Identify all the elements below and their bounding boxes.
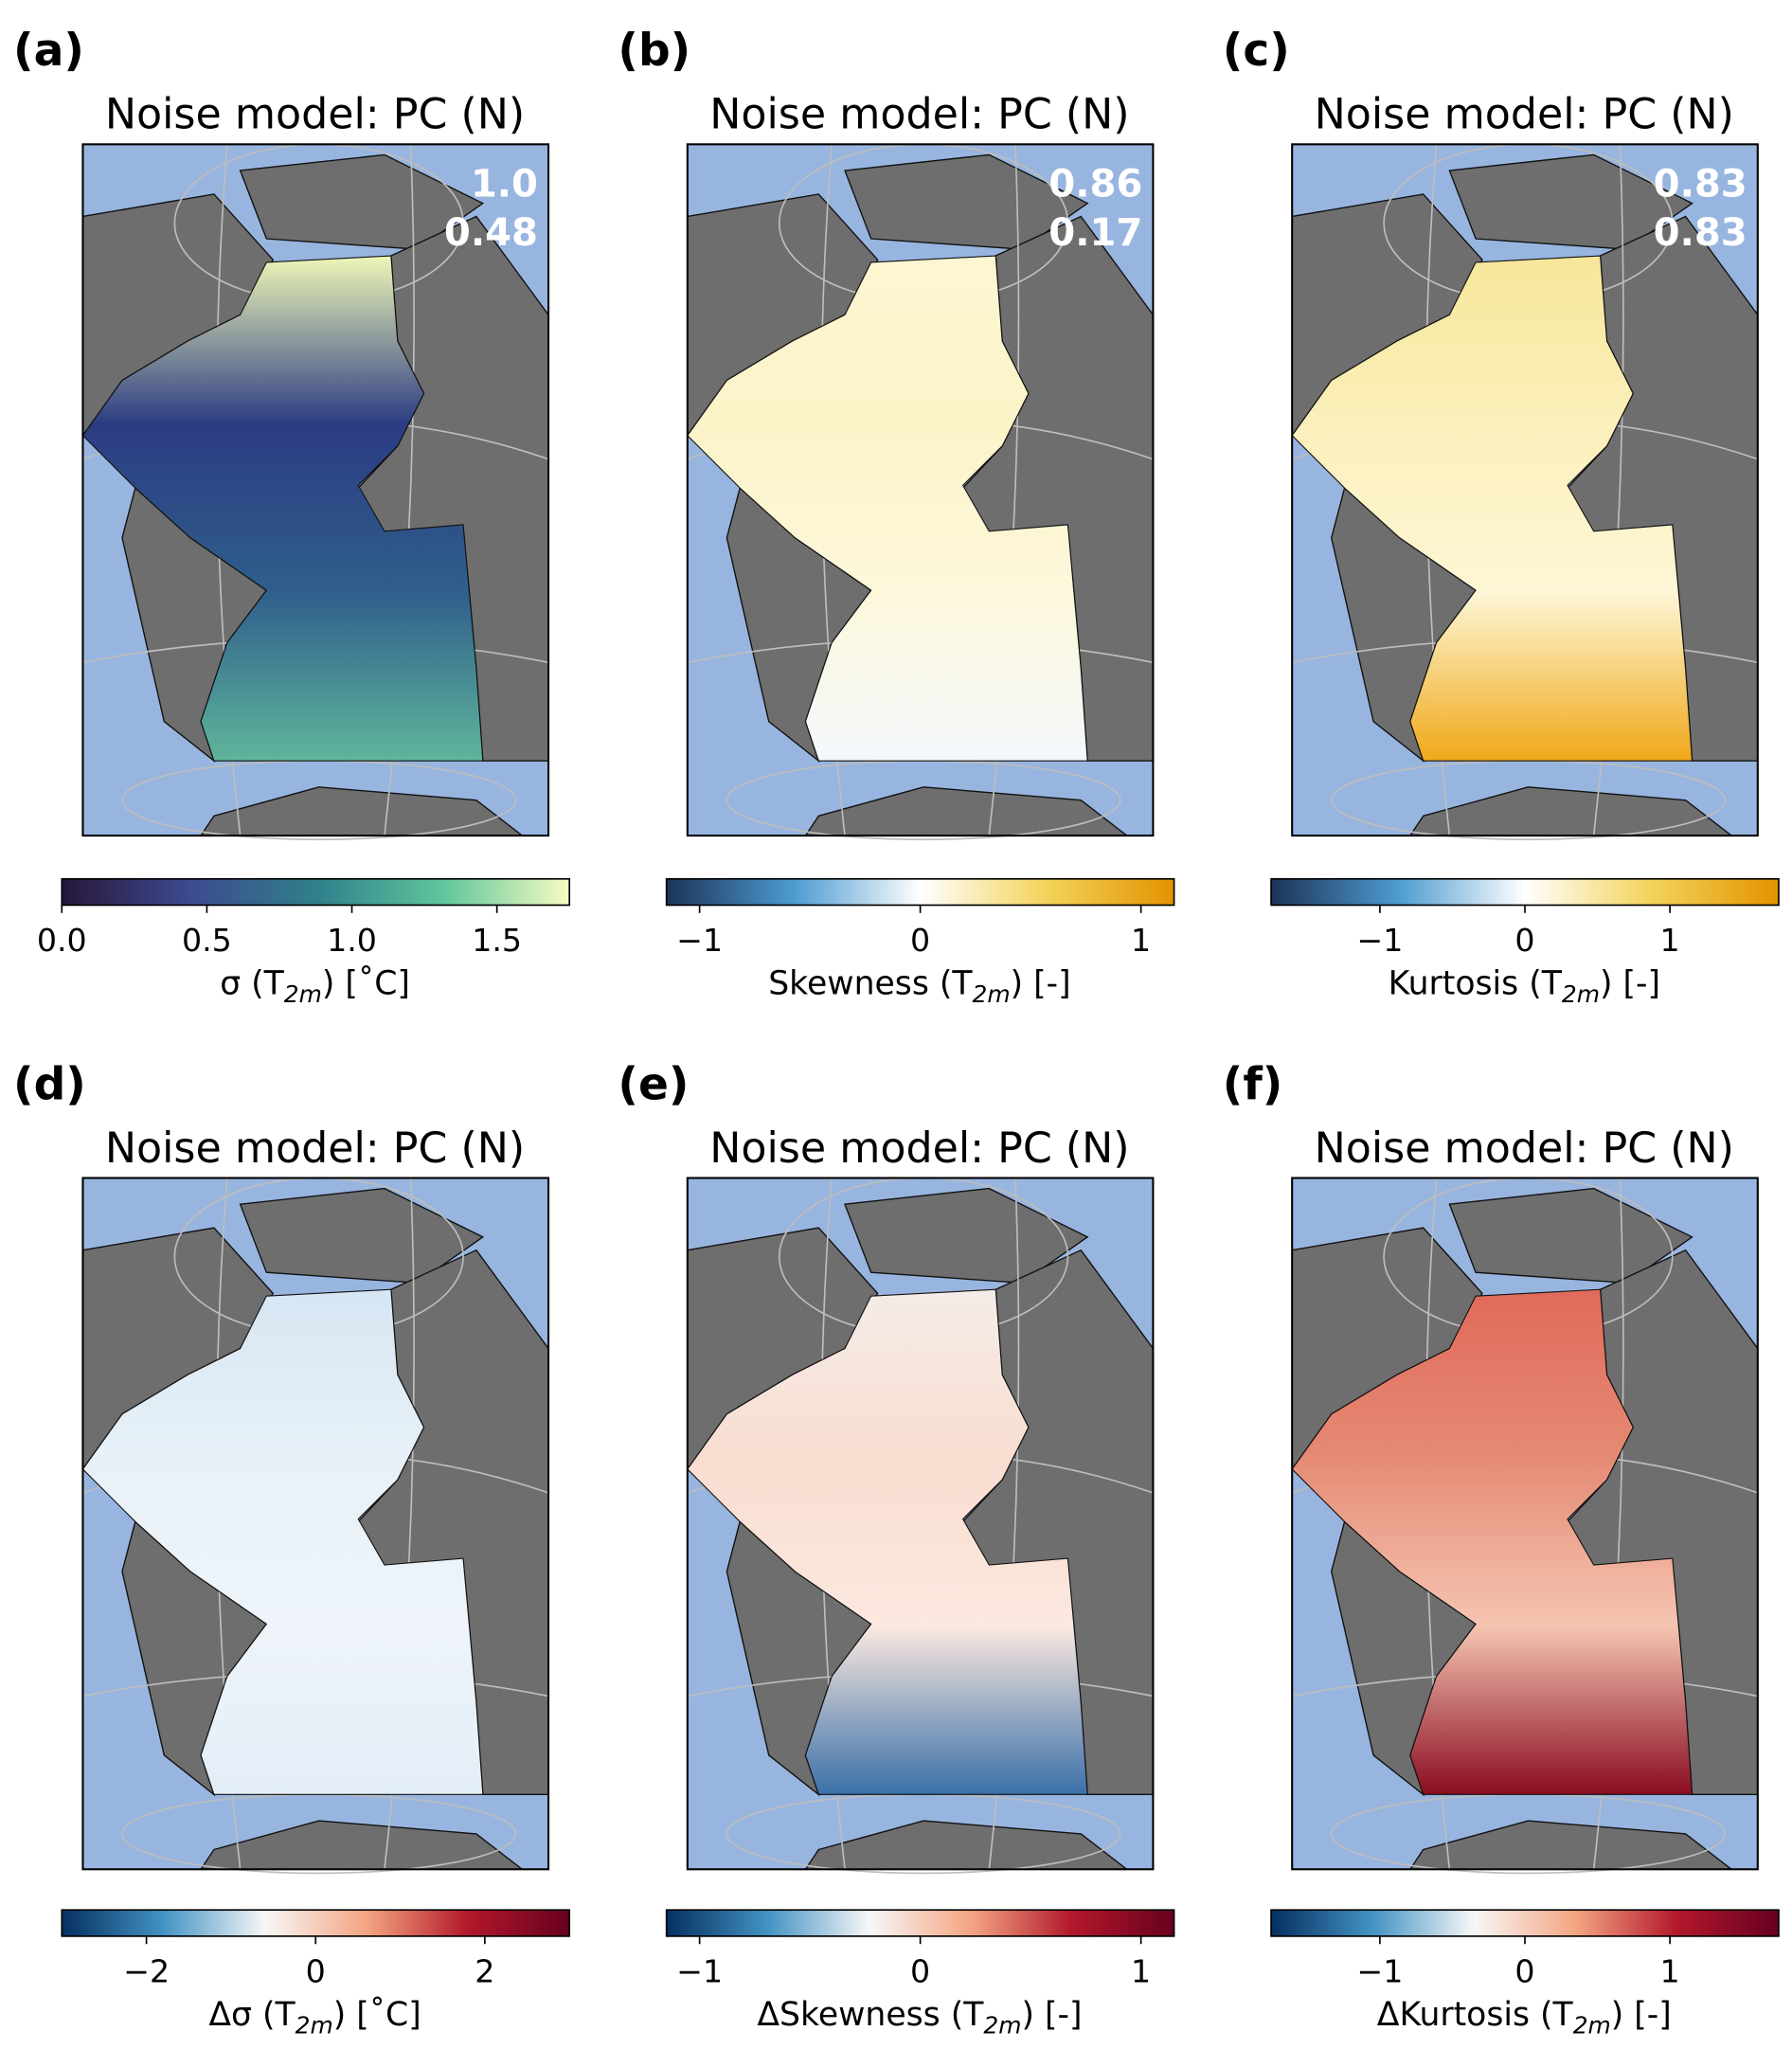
map-panel [81,1177,550,1875]
label-text: ) [-] [1611,1996,1672,2034]
data-field [687,1288,1088,1795]
colorbar-label: Δσ (T2m) [˚C] [208,1995,421,2039]
map-panel: 1.00.48 [81,143,550,841]
colorbar-label: ΔSkewness (T2m) [-] [757,1996,1082,2039]
colorbar-tick-label: 0.5 [182,922,232,959]
map-panel: 0.860.17 [686,143,1155,841]
panel-title: Noise model: PC (N) [105,1124,525,1173]
colorbar [1270,877,1780,907]
colorbar-tick-label: 1 [1660,922,1680,959]
colorbar-tick-label: −1 [676,922,723,959]
colorbar [1270,1909,1780,1937]
map-panel [686,1177,1155,1875]
data-field [687,255,1088,762]
stat-annotation: 0.83 [1654,211,1747,255]
panel-title: Noise model: PC (N) [709,91,1129,139]
label-subscript: 2m [973,980,1011,1008]
colorbar-tick-label: −1 [1356,922,1403,959]
map-frame [1291,143,1759,837]
panel-label: (f) [1223,1058,1283,1110]
label-text: ) [-] [1011,965,1071,1003]
label-text: ΔSkewness (T [757,1996,984,2034]
label-text: ) [-] [1600,965,1660,1003]
data-field [81,255,484,762]
panel-label: (c) [1223,25,1290,77]
label-text: ) [-] [1021,1996,1082,2034]
label-text: σ (T [220,965,284,1003]
colorbar-label: Kurtosis (T2m) [-] [1389,965,1660,1008]
panel-label: (e) [618,1058,689,1110]
stat-annotation: 1.0 [471,163,538,207]
colorbar-tick-label: 1 [1131,922,1151,959]
colorbar-label: Skewness (T2m) [-] [768,965,1070,1008]
colorbar-tick-label: −2 [123,1952,170,1989]
colorbar [61,1909,571,1937]
colorbar [665,1909,1175,1937]
colorbar-tick-label: 0 [306,1952,326,1989]
colorbar-tick-label: 0 [1514,1952,1534,1989]
panel-title: Noise model: PC (N) [105,91,525,139]
colorbar [61,877,571,907]
label-subscript: 2m [284,980,322,1008]
label-text: Kurtosis (T [1389,965,1563,1003]
panel-label: (a) [13,25,84,77]
map-frame [81,143,550,837]
colorbar [665,877,1175,907]
data-field [1291,255,1693,762]
map-frame [686,1177,1155,1871]
colorbar-tick-label: 0 [910,1952,930,1989]
label-text: ) [˚C] [333,1995,421,2034]
stat-annotation: 0.17 [1048,211,1142,255]
map-frame [81,1177,550,1871]
data-field [81,1288,484,1795]
data-field [1291,1288,1693,1795]
panel-label: (b) [618,25,690,77]
stat-annotation: 0.83 [1654,163,1747,207]
map-panel [1291,1177,1759,1875]
colorbar-tick-label: 2 [475,1952,494,1989]
map-frame [1291,1177,1759,1871]
colorbar-tick-label: −1 [676,1952,723,1989]
label-subscript: 2m [1573,2011,1611,2039]
label-subscript: 2m [1562,980,1600,1008]
colorbar-tick-label: 0.0 [37,922,87,959]
panel-title: Noise model: PC (N) [1315,1124,1734,1173]
colorbar-tick-label: −1 [1356,1952,1403,1989]
stat-annotation: 0.48 [444,211,538,255]
colorbar-tick-label: 1.5 [472,922,522,959]
label-text: ) [˚C] [322,964,410,1003]
colorbar-tick-label: 1.0 [327,922,377,959]
panel-label: (d) [13,1058,86,1110]
label-text: Δσ (T [208,1996,296,2034]
colorbar-tick-label: 1 [1131,1952,1151,1989]
panel-title: Noise model: PC (N) [1315,91,1734,139]
label-text: Skewness (T [768,965,973,1003]
map-panel: 0.830.83 [1291,143,1759,841]
label-text: ΔKurtosis (T [1377,1996,1574,2034]
map-frame [686,143,1155,837]
colorbar-tick-label: 1 [1660,1952,1680,1989]
colorbar-tick-label: 0 [910,922,930,959]
colorbar-label: ΔKurtosis (T2m) [-] [1377,1996,1672,2039]
label-subscript: 2m [983,2011,1021,2039]
label-subscript: 2m [296,2011,333,2039]
colorbar-label: σ (T2m) [˚C] [220,964,410,1008]
stat-annotation: 0.86 [1048,163,1142,207]
panel-title: Noise model: PC (N) [709,1124,1129,1173]
colorbar-tick-label: 0 [1514,922,1534,959]
